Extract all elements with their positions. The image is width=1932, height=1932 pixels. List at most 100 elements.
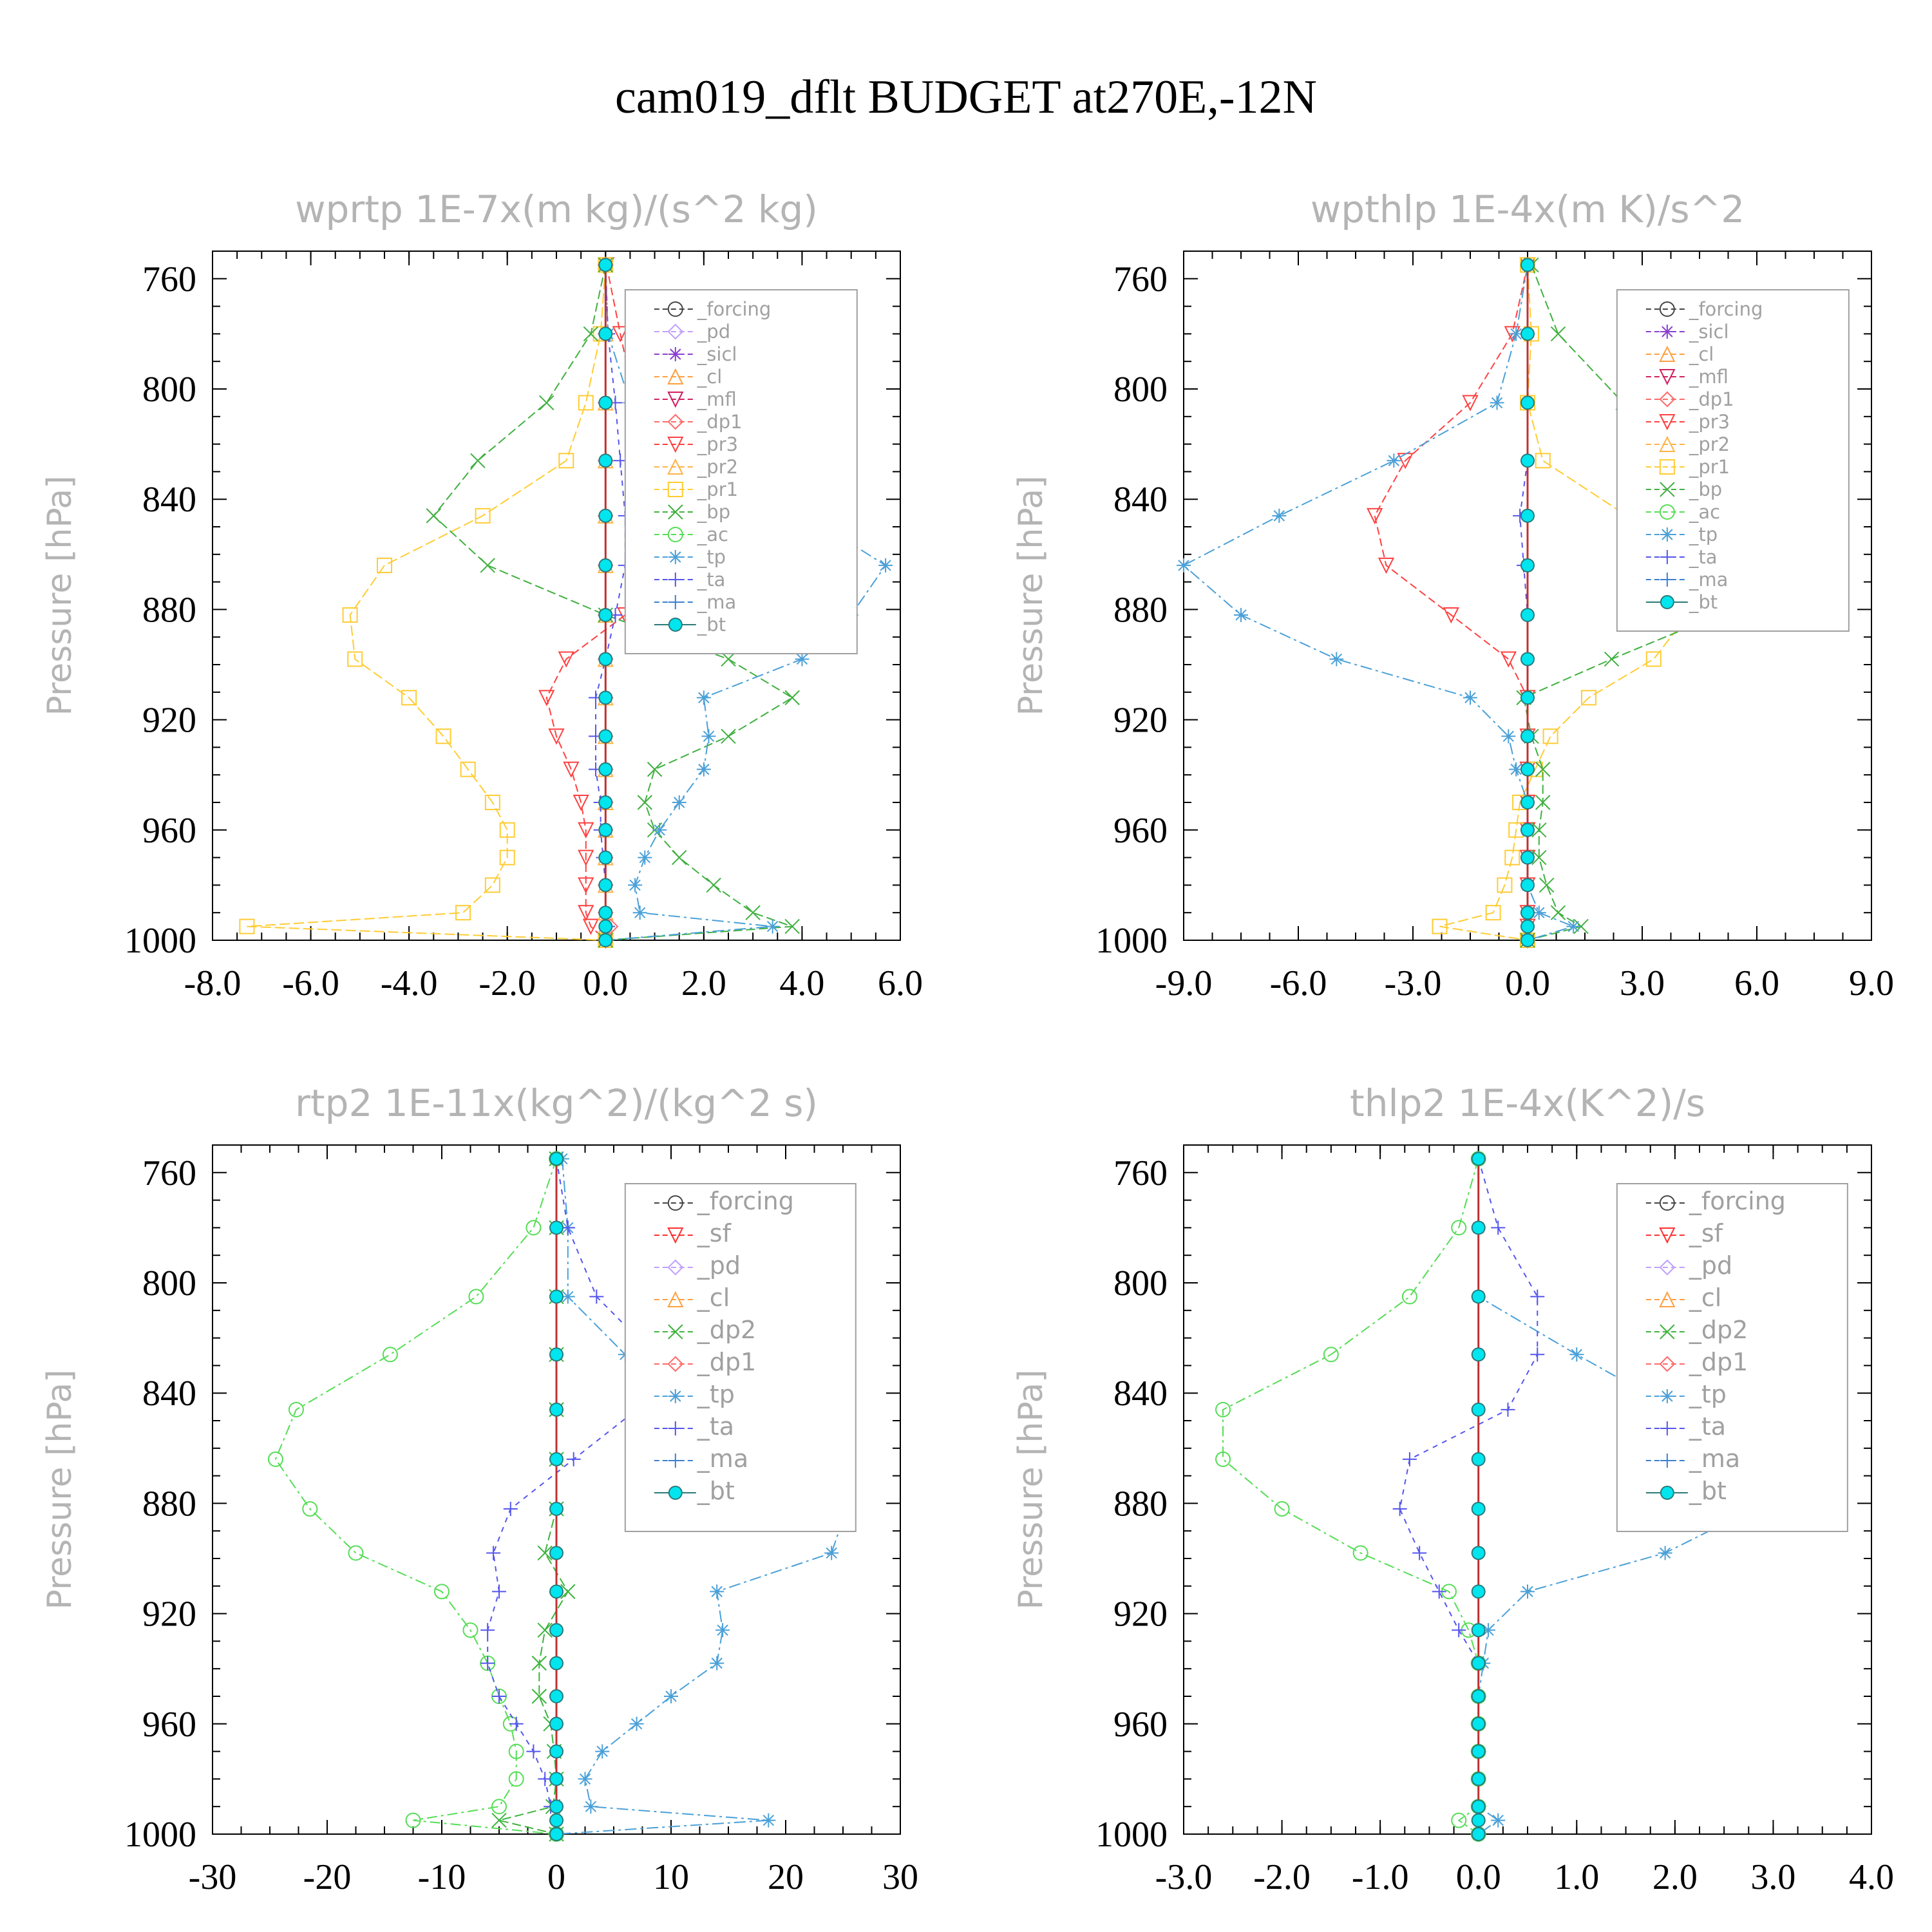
panel-title: wpthlp 1E-4x(m K)/s^2 — [1311, 187, 1745, 231]
legend-entry: _dp2 — [697, 1316, 756, 1344]
x-tick-label: -6.0 — [1270, 963, 1327, 1003]
data-point — [1387, 453, 1401, 468]
series-line — [556, 1159, 848, 1835]
data-point — [1471, 1584, 1486, 1599]
data-point — [1177, 558, 1191, 573]
x-tick-label: -1.0 — [1352, 1857, 1409, 1897]
data-point — [455, 905, 471, 921]
data-point — [1604, 651, 1620, 667]
data-point — [480, 558, 495, 573]
data-point — [1520, 822, 1535, 837]
legend-marker — [1660, 325, 1674, 339]
data-point — [745, 905, 761, 920]
data-point — [598, 327, 613, 341]
y-tick-label: 920 — [142, 701, 196, 741]
data-point — [1471, 1151, 1486, 1166]
legend-marker — [1660, 1389, 1674, 1403]
data-point — [1471, 1827, 1486, 1841]
x-tick-label: 0.0 — [583, 963, 628, 1003]
legend-entry: _tp — [1689, 1380, 1727, 1408]
legend-entry: _ta — [1689, 1412, 1726, 1441]
data-point — [578, 905, 594, 922]
legend-entry: _sicl — [697, 343, 737, 365]
x-tick-label: -4.0 — [381, 963, 438, 1003]
legend-marker — [1659, 504, 1675, 520]
y-tick-label: 760 — [1113, 1153, 1168, 1193]
data-point — [715, 1623, 730, 1638]
x-tick-label: -8.0 — [184, 963, 242, 1003]
data-point — [548, 728, 565, 745]
data-point — [1471, 1220, 1486, 1235]
y-tick-label: 920 — [1113, 701, 1168, 741]
chart-panel-4: thlp2 1E-4x(K^2)/s 760 800 840 880 920 960 1000… — [1012, 1081, 1894, 1897]
series-bt — [1471, 1151, 1486, 1841]
data-point — [1509, 762, 1524, 777]
x-tick-label: -30 — [189, 1857, 237, 1897]
legend-marker — [1659, 414, 1676, 431]
x-tick-label: 4.0 — [1849, 1857, 1894, 1897]
legend: _forcing _sf _pd _cl _dp2 _dp1 _tp _ta _ma _bt — [624, 1183, 857, 1532]
legend-marker — [668, 550, 683, 564]
data-point — [784, 918, 800, 934]
legend-marker — [668, 1389, 683, 1403]
y-tick-label: 880 — [142, 590, 196, 630]
data-point — [1491, 1220, 1506, 1235]
data-point — [401, 690, 417, 706]
data-point — [583, 1799, 598, 1814]
data-point — [1352, 1545, 1368, 1561]
data-point — [560, 1584, 576, 1600]
data-point — [462, 1622, 478, 1638]
y-tick-label: 840 — [1113, 1374, 1168, 1414]
data-point — [1471, 1452, 1486, 1466]
data-point — [435, 728, 451, 744]
series-line — [1519, 265, 1528, 940]
series-bt — [598, 258, 613, 947]
data-point — [1520, 327, 1535, 341]
y-tick-label: 800 — [1113, 370, 1168, 410]
legend-entry: _dp1 — [1689, 1348, 1748, 1376]
x-tick-label: 9.0 — [1849, 963, 1894, 1003]
data-point — [598, 395, 613, 410]
y-tick-label: 880 — [142, 1484, 196, 1524]
legend-entry: _bt — [1689, 1477, 1727, 1505]
data-point — [598, 453, 613, 468]
data-point — [1471, 1813, 1486, 1828]
data-point — [1580, 690, 1596, 706]
series-ta — [1513, 258, 1535, 947]
data-point — [647, 761, 663, 777]
data-point — [573, 795, 589, 811]
data-point — [491, 1799, 507, 1815]
x-tick-label: 1.0 — [1554, 1857, 1599, 1897]
series-pr3 — [1367, 257, 1536, 949]
data-point — [1367, 507, 1383, 525]
data-point — [1520, 795, 1535, 810]
data-point — [1500, 651, 1517, 668]
legend-marker — [667, 527, 683, 542]
data-point — [1520, 395, 1535, 410]
data-point — [1520, 905, 1535, 920]
data-point — [1432, 918, 1448, 934]
data-point — [1471, 1716, 1486, 1731]
data-point — [761, 1813, 776, 1828]
y-tick-label: 760 — [142, 260, 196, 299]
data-point — [598, 258, 613, 272]
x-tick-label: 0.0 — [1456, 1857, 1501, 1897]
data-point — [549, 1289, 564, 1304]
data-point — [578, 822, 594, 839]
data-point — [491, 1812, 507, 1828]
data-point — [696, 690, 711, 705]
series-bt — [549, 1151, 564, 1841]
data-point — [638, 850, 652, 865]
legend-marker — [668, 618, 683, 632]
legend-entry: _pr1 — [1689, 456, 1730, 478]
legend-marker — [667, 482, 683, 497]
series-dp1 — [597, 256, 619, 949]
legend-entry: _pr3 — [1689, 411, 1730, 433]
x-tick-label: -20 — [303, 1857, 352, 1897]
data-point — [1451, 1220, 1467, 1236]
series-dp1 — [267, 1151, 564, 1842]
series-line — [1182, 265, 1576, 941]
data-point — [1520, 878, 1535, 893]
data-point — [598, 933, 613, 947]
data-point — [539, 395, 554, 411]
